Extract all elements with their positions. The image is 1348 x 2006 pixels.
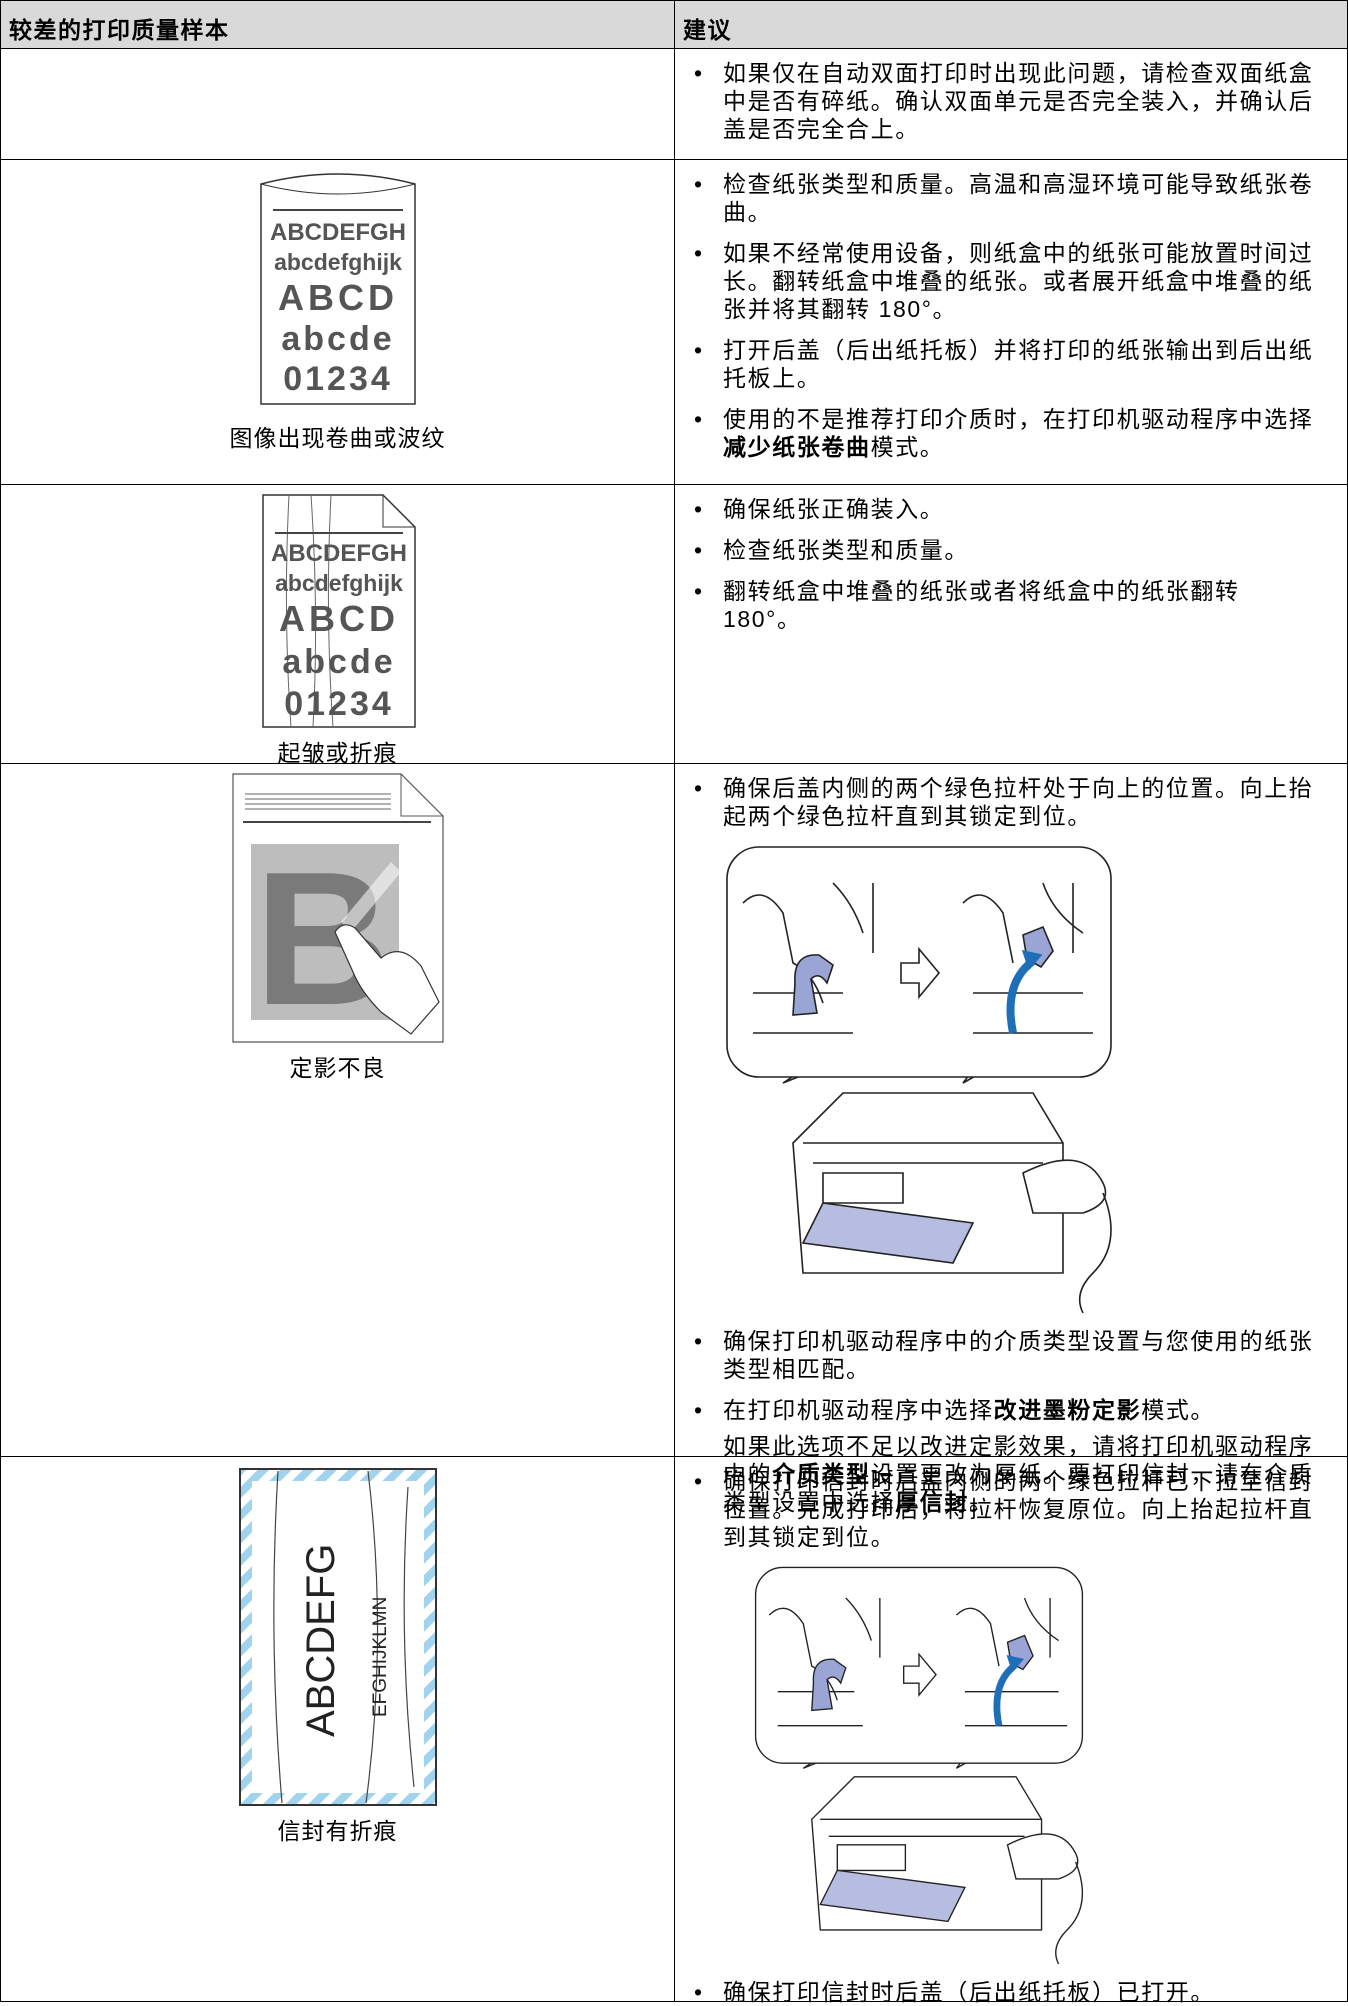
table-row: ABCDEFG EFGHIJKLMN 信封有折痕 确保打印信封时后盖内侧的两个绿… (1, 1457, 1348, 2006)
advice-item: 确保纸张正确装入。 (694, 495, 1337, 523)
text: 确保后盖内侧的两个绿色拉杆处于向上的位置。向上抬起两个绿色拉杆直到其锁定到位。 (723, 775, 1314, 829)
text: 使用的不是推荐打印介质时，在打印机驱动程序中选择 (723, 406, 1314, 432)
advice-list: 确保打印信封时后盖内侧的两个绿色拉杆已下拉至信封位置。完成打印后，将拉杆恢复原位… (694, 1467, 1337, 1551)
advice-item: 如果不经常使用设备，则纸盒中的纸张可能放置时间过长。翻转纸盒中堆叠的纸张。或者展… (694, 239, 1337, 323)
advice-cell: 如果仅在自动双面打印时出现此问题，请检查双面纸盒中是否有碎纸。确认双面单元是否完… (675, 49, 1348, 159)
fixing-sample: B (231, 773, 444, 1045)
caption: 起皱或折痕 (277, 740, 398, 766)
header-cell: 建议 (675, 1, 1348, 48)
illustration-shape (792, 954, 834, 1016)
advice-list: 确保纸张正确装入。 检查纸张类型和质量。 翻转纸盒中堆叠的纸张或者将纸盒中的纸张… (694, 495, 1337, 633)
text: 如果仅在自动双面打印时出现此问题，请检查双面纸盒中是否有碎纸。确认双面单元是否完… (723, 60, 1314, 142)
table-row: 如果仅在自动双面打印时出现此问题，请检查双面纸盒中是否有碎纸。确认双面单元是否完… (1, 49, 1348, 160)
illustration-shape (900, 946, 941, 1000)
advice-item: 打开后盖（后出纸托板）并将打印的纸张输出到后出纸托板上。 (694, 336, 1337, 392)
advice-item: 确保后盖内侧的两个绿色拉杆处于向上的位置。向上抬起两个绿色拉杆直到其锁定到位。 (694, 774, 1337, 830)
text: 打开后盖（后出纸托板）并将打印的纸张输出到后出纸托板上。 (723, 337, 1314, 391)
sample-text: abcde (282, 643, 395, 681)
text: 模式。 (1141, 1397, 1216, 1423)
illustration-shape (1021, 949, 1043, 971)
illustration-shape (1006, 1654, 1025, 1673)
advice-list: 确保后盖内侧的两个绿色拉杆处于向上的位置。向上抬起两个绿色拉杆直到其锁定到位。 (694, 774, 1337, 830)
caption: 信封有折痕 (277, 1818, 398, 1844)
illustration-shape (955, 1597, 1068, 1727)
sample-cell: ABCDEFG EFGHIJKLMN 信封有折痕 (1, 1457, 675, 2001)
illustration-shape (803, 1142, 1063, 1204)
table-row: B 定影不良 确保后盖内侧的两个绿色拉杆处于向上的位置。向上抬起两个绿色拉杆直到… (1, 764, 1348, 1515)
table-row: ABCDEFGH abcdefghijk ABCD abcde 01234 起皱… (1, 485, 1348, 766)
advice-list: 如果仅在自动双面打印时出现此问题，请检查双面纸盒中是否有碎纸。确认双面单元是否完… (694, 59, 1337, 143)
advice-item: 使用的不是推荐打印介质时，在打印机驱动程序中选择减少纸张卷曲模式。 (694, 405, 1337, 461)
illustration-shape (819, 1869, 966, 1923)
sample-text: abcdefghijk (274, 249, 402, 275)
caption: 定影不良 (289, 1055, 386, 1081)
header-cell: 较差的打印质量样本 (1, 1, 675, 48)
sample-text: 01234 (284, 685, 394, 723)
text: 模式。 (870, 434, 945, 460)
advice-cell: 确保打印信封时后盖内侧的两个绿色拉杆已下拉至信封位置。完成打印后，将拉杆恢复原位… (675, 1457, 1348, 2006)
illustration-shape (820, 1818, 1042, 1872)
advice-item: 如果仅在自动双面打印时出现此问题，请检查双面纸盒中是否有碎纸。确认双面单元是否完… (694, 59, 1337, 143)
advice-item: 在打印机驱动程序中选择改进墨粉定影模式。 (694, 1396, 1337, 1424)
sample-text: EFGHIJKLMN (370, 1597, 391, 1717)
text: 检查纸张类型和质量。高温和高湿环境可能导致纸张卷曲。 (723, 171, 1314, 225)
advice-item: 检查纸张类型和质量。 (694, 536, 1337, 564)
advice-cell: 检查纸张类型和质量。高温和高湿环境可能导致纸张卷曲。 如果不经常使用设备，则纸盒… (675, 160, 1348, 484)
text: 如果不经常使用设备，则纸盒中的纸张可能放置时间过长。翻转纸盒中堆叠的纸张。或者展… (723, 240, 1314, 322)
sample-text: abcde (281, 320, 394, 358)
sample-text: ABCDEFGH (271, 540, 407, 567)
sample-text: ABCDEFGH (270, 219, 406, 246)
printer-illustration (754, 1566, 1084, 1964)
illustration-shape (801, 1202, 975, 1264)
creased-sample: ABCDEFGH abcdefghijk ABCD abcde 01234 (261, 494, 416, 728)
illustration-shape (726, 846, 1112, 1313)
advice-item: 确保打印信封时后盖内侧的两个绿色拉杆已下拉至信封位置。完成打印后，将拉杆恢复原位… (694, 1467, 1337, 1551)
bold-text: 减少纸张卷曲 (723, 434, 871, 460)
advice-item: 确保打印机驱动程序中的介质类型设置与您使用的纸张类型相匹配。 (694, 1327, 1337, 1383)
illustration-shape (754, 1566, 1084, 1964)
advice-cell: 确保后盖内侧的两个绿色拉杆处于向上的位置。向上抬起两个绿色拉杆直到其锁定到位。 … (675, 764, 1348, 1515)
text: 确保打印信封时后盖（后出纸托板）已打开。 (723, 1979, 1215, 2005)
advice-list: 确保打印机驱动程序中的介质类型设置与您使用的纸张类型相匹配。 在打印机驱动程序中… (694, 1327, 1337, 1424)
text: 检查纸张类型和质量。 (723, 537, 969, 563)
header-row: 较差的打印质量样本 建议 (1, 0, 1348, 49)
illustration-shape (1055, 1861, 1084, 1964)
curled-sample: ABCDEFGH abcdefghijk ABCD abcde 01234 (259, 173, 416, 405)
text: 翻转纸盒中堆叠的纸张或者将纸盒中的纸张翻转 180°。 (723, 578, 1240, 632)
advice-item: 确保打印信封时后盖（后出纸托板）已打开。 (694, 1978, 1337, 2006)
sample-text: ABCD (278, 277, 398, 318)
sample-text: B (254, 833, 391, 1044)
illustration-shape (962, 882, 1093, 1034)
sample-cell (1, 49, 675, 159)
illustration-shape (1078, 1192, 1112, 1313)
sample-text: ABCD (279, 598, 399, 639)
sample-text: ABCDEFG (299, 1544, 343, 1737)
sample-cell: B 定影不良 (1, 764, 675, 1456)
text: 确保打印机驱动程序中的介质类型设置与您使用的纸张类型相匹配。 (723, 1328, 1314, 1382)
envelope-sample: ABCDEFG EFGHIJKLMN (238, 1468, 437, 1806)
advice-list: 检查纸张类型和质量。高温和高湿环境可能导致纸张卷曲。 如果不经常使用设备，则纸盒… (694, 170, 1337, 461)
table-row: ABCDEFGH abcdefghijk ABCD abcde 01234 图像… (1, 160, 1348, 485)
text: 确保打印信封时后盖内侧的两个绿色拉杆已下拉至信封位置。完成打印后，将拉杆恢复原位… (723, 1468, 1314, 1550)
bold-text: 改进墨粉定影 (993, 1397, 1142, 1423)
advice-item: 翻转纸盒中堆叠的纸张或者将纸盒中的纸张翻转 180°。 (694, 577, 1253, 633)
caption: 图像出现卷曲或波纹 (229, 425, 446, 451)
sample-cell: ABCDEFGH abcdefghijk ABCD abcde 01234 起皱… (1, 485, 675, 766)
advice-list: 确保打印信封时后盖（后出纸托板）已打开。 (694, 1978, 1337, 2006)
sample-cell: ABCDEFGH abcdefghijk ABCD abcde 01234 图像… (1, 160, 675, 484)
illustration-shape (1006, 1833, 1079, 1880)
sample-text: abcdefghijk (275, 570, 403, 596)
advice-cell: 确保纸张正确装入。 检查纸张类型和质量。 翻转纸盒中堆叠的纸张或者将纸盒中的纸张… (675, 485, 1348, 763)
sample-text: 01234 (283, 360, 393, 398)
printer-illustration (726, 846, 1112, 1313)
illustration-shape (903, 1652, 937, 1697)
illustration-shape (1022, 1159, 1107, 1214)
illustration-shape (811, 1658, 847, 1712)
advice-item: 检查纸张类型和质量。高温和高湿环境可能导致纸张卷曲。 (694, 170, 1337, 226)
text: 确保纸张正确装入。 (723, 496, 945, 522)
text: 在打印机驱动程序中选择 (723, 1397, 994, 1423)
